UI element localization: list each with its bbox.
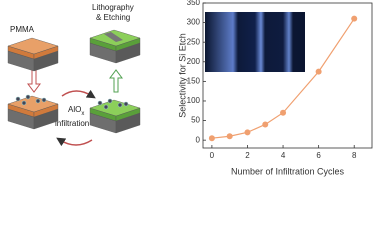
x-tick-label: 0 <box>210 151 215 160</box>
arrow-up <box>109 69 123 93</box>
arrow-down <box>27 69 41 93</box>
y-tick-label: 350 <box>187 0 201 7</box>
alox-base: AlO <box>68 105 81 114</box>
x-tick-label: 8 <box>352 151 357 160</box>
precursor <box>97 100 103 106</box>
x-tick-label: 2 <box>245 151 250 160</box>
precursor <box>41 97 47 103</box>
inset-image <box>205 12 305 72</box>
y-tick-label: 0 <box>196 135 201 144</box>
data-point <box>262 121 269 128</box>
x-tick-label: 6 <box>316 151 321 160</box>
y-tick-label: 100 <box>187 96 201 105</box>
data-point <box>280 109 287 116</box>
plot-frame <box>202 2 373 149</box>
precursor <box>25 94 31 100</box>
y-tick-label: 300 <box>187 18 201 27</box>
precursor <box>123 101 129 107</box>
data-point <box>315 68 322 75</box>
data-point <box>244 129 251 136</box>
x-tick-label: 4 <box>281 151 286 160</box>
cycle-arrow <box>61 89 96 99</box>
infiltration-label: infiltration <box>55 119 89 128</box>
precursor <box>107 98 113 104</box>
x-axis-label: Number of Infiltration Cycles <box>231 166 345 176</box>
y-tick-label: 50 <box>191 116 200 125</box>
precursor <box>103 104 109 110</box>
y-axis-label: Selectivity for Si Etch <box>177 33 187 118</box>
block-face <box>7 37 59 55</box>
precursor <box>35 98 41 104</box>
precursor <box>21 100 27 106</box>
precursor <box>15 96 21 102</box>
alox-sub: x <box>81 111 84 117</box>
y-tick-label: 200 <box>187 57 201 66</box>
pmma-label: PMMA <box>10 25 35 34</box>
precursor <box>117 102 123 108</box>
alox-label: AlOx <box>68 105 84 116</box>
y-tick-label: 250 <box>187 37 201 46</box>
data-point <box>351 15 358 22</box>
figure: PMMA Lithography & Etching AlOx infiltra… <box>7 0 373 176</box>
y-tick-label: 150 <box>187 76 201 85</box>
trench <box>104 32 123 42</box>
data-point <box>226 133 233 140</box>
block-face <box>89 99 141 117</box>
data-point <box>208 135 215 142</box>
block-face <box>7 95 59 113</box>
litho-label: Lithography <box>92 3 134 12</box>
litho-label: & Etching <box>96 13 130 22</box>
cycle-arrow <box>56 137 93 147</box>
